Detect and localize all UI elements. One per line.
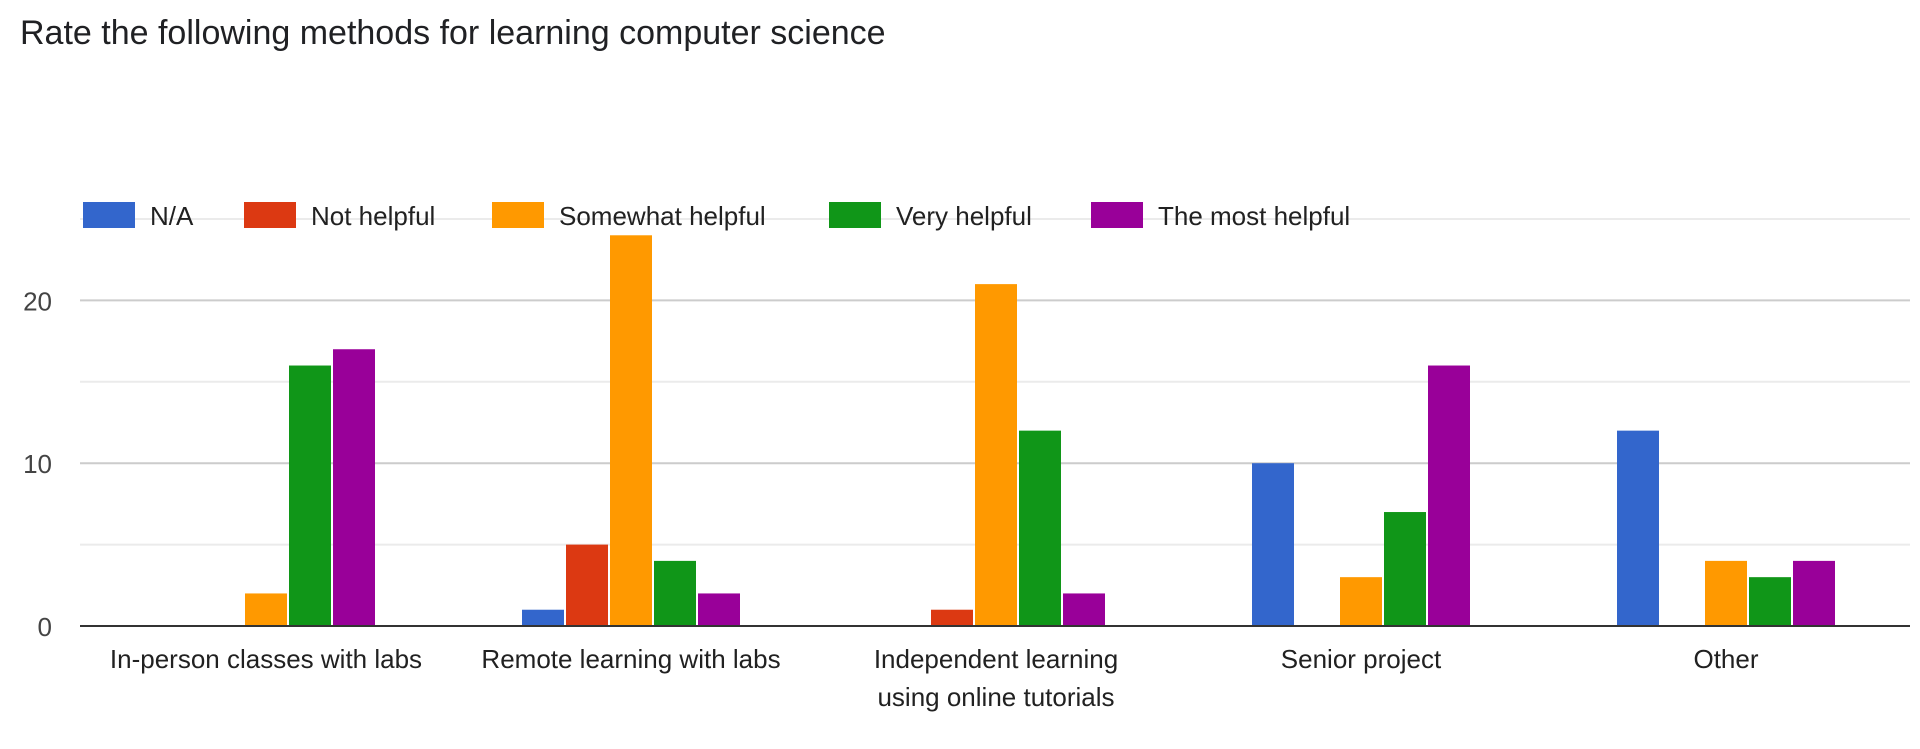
bar xyxy=(333,349,375,626)
legend-label: N/A xyxy=(150,201,194,231)
legend-swatch xyxy=(244,202,296,228)
chart-title: Rate the following methods for learning … xyxy=(20,14,886,52)
bar xyxy=(1340,577,1382,626)
bar xyxy=(1793,560,1835,626)
x-category-label: using online tutorials xyxy=(877,682,1114,712)
bar xyxy=(245,593,287,626)
y-tick-label: 10 xyxy=(23,449,52,479)
x-category-label: Other xyxy=(1693,644,1758,674)
bar xyxy=(1019,430,1061,626)
legend-swatch xyxy=(829,202,881,228)
legend-swatch xyxy=(1091,202,1143,228)
bar xyxy=(654,560,696,626)
bar xyxy=(1063,593,1105,626)
bar xyxy=(931,609,973,626)
x-category-label: Senior project xyxy=(1281,644,1442,674)
x-category-label: Remote learning with labs xyxy=(481,644,780,674)
legend-swatch xyxy=(83,202,135,228)
bar xyxy=(522,609,564,626)
legend-label: Very helpful xyxy=(896,201,1032,231)
bar xyxy=(1428,365,1470,626)
bar xyxy=(566,544,608,626)
y-tick-label: 0 xyxy=(38,612,52,642)
bar xyxy=(289,365,331,626)
bar xyxy=(1705,560,1747,626)
legend-label: Somewhat helpful xyxy=(559,201,766,231)
legend-label: The most helpful xyxy=(1158,201,1350,231)
bar xyxy=(1384,512,1426,626)
bar xyxy=(1252,463,1294,626)
x-category-label: In-person classes with labs xyxy=(110,644,422,674)
bar xyxy=(610,235,652,626)
bar xyxy=(1617,430,1659,626)
bar xyxy=(975,284,1017,626)
y-tick-label: 20 xyxy=(23,286,52,316)
legend-swatch xyxy=(492,202,544,228)
bar xyxy=(698,593,740,626)
legend-label: Not helpful xyxy=(311,201,435,231)
bar xyxy=(1749,577,1791,626)
x-category-label: Independent learning xyxy=(874,644,1118,674)
